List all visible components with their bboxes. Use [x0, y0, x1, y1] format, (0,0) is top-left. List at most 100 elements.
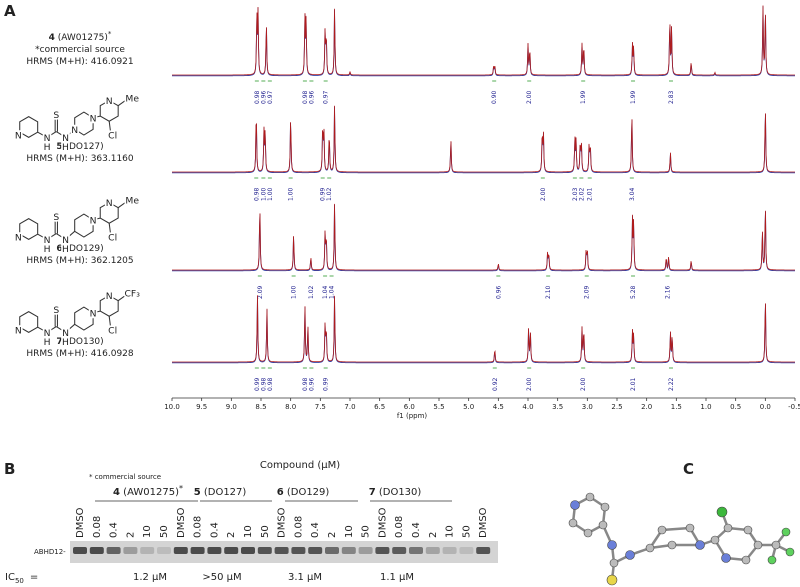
gel-band: [173, 547, 188, 554]
integral-value: 1.99: [630, 90, 637, 104]
text-part: 5: [194, 487, 201, 498]
ring: [19, 311, 39, 333]
integral-value: 0.98: [260, 377, 267, 391]
integral-value: 0.96: [495, 285, 502, 299]
integral-value: 2.16: [664, 285, 671, 299]
integral-value: 0.98: [253, 187, 260, 201]
integral-value: 2.10: [545, 285, 552, 299]
atom-label: N: [106, 96, 113, 107]
atom-label: N: [62, 328, 69, 339]
spectrum: [172, 105, 795, 173]
lane-label: DMSO: [277, 507, 288, 538]
integral-value: 0.99: [320, 187, 327, 201]
lane-label: DMSO: [176, 507, 187, 538]
bond: [46, 326, 57, 333]
spectrum-shadow: [172, 296, 795, 364]
ic50-value: >50 µM: [202, 572, 241, 583]
axis-tick-label: 8.0: [285, 403, 296, 411]
bond: [92, 115, 101, 119]
atom-label: S: [53, 212, 59, 223]
integral-value: 0.98: [254, 90, 261, 104]
text-part: 4: [49, 33, 55, 43]
text-part: (DO130): [379, 487, 422, 498]
atom-label: Cl: [108, 131, 117, 142]
panel-label: A: [4, 2, 16, 20]
ring: [19, 218, 39, 240]
lane-label: 10: [445, 525, 456, 538]
integral-value: 1.00: [291, 285, 298, 299]
group-label: 4 (AW01275)*: [113, 484, 183, 498]
group-label: 6 (DO129): [277, 487, 330, 498]
atom-label: N: [106, 291, 113, 302]
integral-value: 2.01: [587, 187, 594, 201]
integral-value: 1.00: [288, 187, 295, 201]
gel-band: [257, 547, 272, 554]
axis-tick-label: 8.5: [255, 403, 266, 411]
compound-name: 5 (DO127): [56, 142, 103, 152]
axis-tick-label: 0.5: [730, 403, 741, 411]
axis-tick-label: 10.0: [164, 403, 180, 411]
bond: [46, 233, 57, 240]
bond: [108, 316, 111, 326]
atom-label: N: [71, 125, 78, 136]
integral-value: 2.01: [630, 377, 637, 391]
integral-value: 2.09: [257, 285, 264, 299]
text-part: 50: [15, 577, 24, 585]
lane-label: DMSO: [75, 507, 86, 538]
integral-value: 1.02: [308, 285, 315, 299]
gel-band: [409, 547, 423, 554]
lane-label: 10: [243, 525, 254, 538]
atom-label: N: [90, 113, 97, 124]
spectrum: [172, 203, 795, 271]
axis-tick-label: 5.0: [463, 403, 474, 411]
compound-name: 7 (DO130): [56, 337, 103, 347]
gel-band: [73, 547, 87, 554]
bond: [56, 233, 66, 240]
atom-label: CF₃: [125, 289, 141, 300]
ring: [19, 116, 39, 138]
axis-tick-label: 3.0: [582, 403, 593, 411]
integral-value: 1.99: [580, 90, 587, 104]
atom-label: S: [53, 305, 59, 316]
bond: [37, 233, 48, 240]
gel-band: [442, 547, 457, 554]
lane-label: 0.4: [109, 522, 120, 538]
panel-label: C: [683, 460, 694, 478]
gel-band: [358, 547, 373, 554]
bond: [65, 128, 76, 138]
lane-label: 0.4: [209, 522, 220, 538]
lane-label: 0.08: [293, 516, 304, 538]
lane-label: 2: [226, 532, 237, 538]
text-part: *: [179, 484, 183, 493]
text-part: =: [30, 572, 38, 583]
ring: [74, 306, 94, 331]
atom-label: N: [15, 233, 22, 244]
integral-value: 1.04: [322, 285, 329, 299]
ring: [74, 213, 94, 238]
atom-label: Me: [125, 94, 139, 105]
axis-tick-label: 9.5: [196, 403, 207, 411]
axis-tick-label: 3.5: [552, 403, 563, 411]
gel-band: [325, 547, 339, 554]
text-part: 6: [277, 487, 284, 498]
integral-value: 2.83: [668, 90, 675, 104]
axis-tick-label: 4.5: [493, 403, 504, 411]
bond: [56, 131, 66, 138]
text-part: 7: [369, 487, 376, 498]
lane-label: 0.08: [92, 516, 103, 538]
ring: [74, 111, 94, 136]
text-part: IC: [5, 572, 15, 583]
atom-label: S: [53, 110, 59, 121]
bond: [92, 310, 101, 314]
lane-label: 50: [461, 525, 472, 538]
gel-band: [308, 547, 323, 554]
lane-label: 0.08: [394, 516, 405, 538]
compound-hrms: HRMS (M+H): 416.0921: [26, 57, 133, 67]
axis-tick-label: 5.5: [433, 403, 444, 411]
spectrum-shadow: [172, 106, 795, 174]
gel-band: [140, 547, 155, 554]
gel-band: [274, 547, 289, 554]
lane-label: 10: [142, 525, 153, 538]
text-part: (AW01275): [58, 33, 108, 43]
